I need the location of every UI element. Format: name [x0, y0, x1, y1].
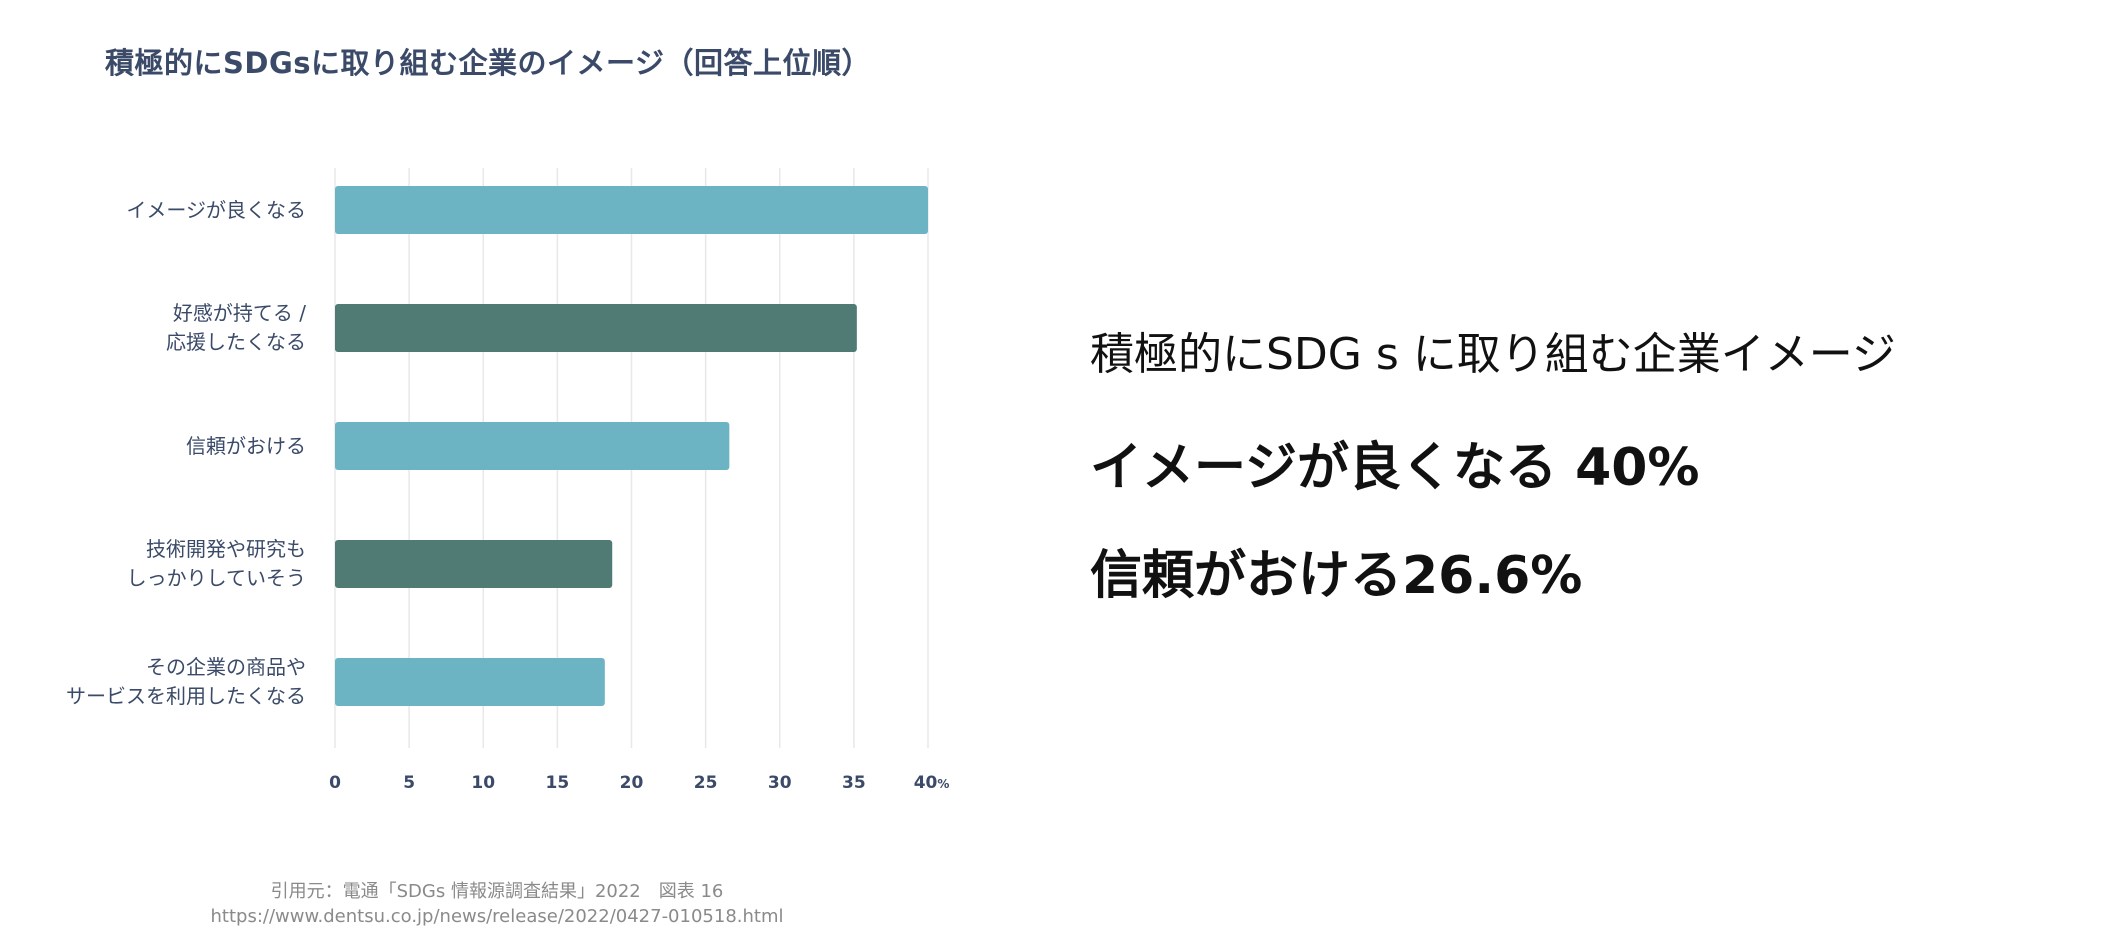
bar	[335, 422, 730, 470]
tick-value: 10	[471, 773, 496, 793]
tick-value: 35	[842, 773, 866, 793]
tick-value: 25	[693, 773, 718, 793]
tick-label: 10	[471, 773, 495, 793]
tick-value: 20	[619, 773, 644, 793]
source-citation: 引用元：電通「SDGs 情報源調査結果」2022 図表 16	[270, 881, 724, 902]
category-label: 好感が持てる / 応援したくなる	[166, 301, 306, 354]
bar	[335, 658, 605, 706]
tick-label: 30	[768, 773, 792, 793]
tick-label: 20	[620, 773, 644, 793]
category-label: 信頼がおける	[186, 433, 306, 458]
summary-heading: 積極的にSDG s に取り組む企業イメージ	[1090, 329, 1896, 380]
tick-value: 0	[329, 773, 341, 793]
summary-image-improves: イメージが良くなる 40%	[1090, 438, 1700, 498]
tick-value: 15	[545, 773, 570, 793]
bar	[335, 186, 928, 234]
tick-label: 0	[329, 773, 341, 793]
category-label: その企業の商品や サービスを利用したくなる	[66, 655, 306, 708]
tick-label: 35	[842, 773, 866, 793]
tick-label: 5	[403, 773, 415, 793]
category-label: 技術開発や研究も しっかりしていそう	[126, 537, 306, 590]
tick-label: 25	[694, 773, 718, 793]
tick-label: 15	[546, 773, 570, 793]
bar	[335, 304, 857, 352]
tick-unit: %	[937, 777, 950, 791]
bar	[335, 540, 613, 588]
category-label: イメージが良くなる	[126, 197, 306, 222]
tick-label: 40%	[914, 773, 950, 793]
summary-trustworthy: 信頼がおける26.6%	[1090, 546, 1583, 606]
tick-value: 40	[913, 773, 938, 793]
chart-title: 積極的にSDGsに取り組む企業のイメージ（回答上位順）	[105, 46, 871, 80]
tick-value: 30	[767, 773, 792, 793]
source-url: https://www.dentsu.co.jp/news/release/20…	[210, 906, 784, 927]
tick-value: 5	[403, 773, 416, 793]
